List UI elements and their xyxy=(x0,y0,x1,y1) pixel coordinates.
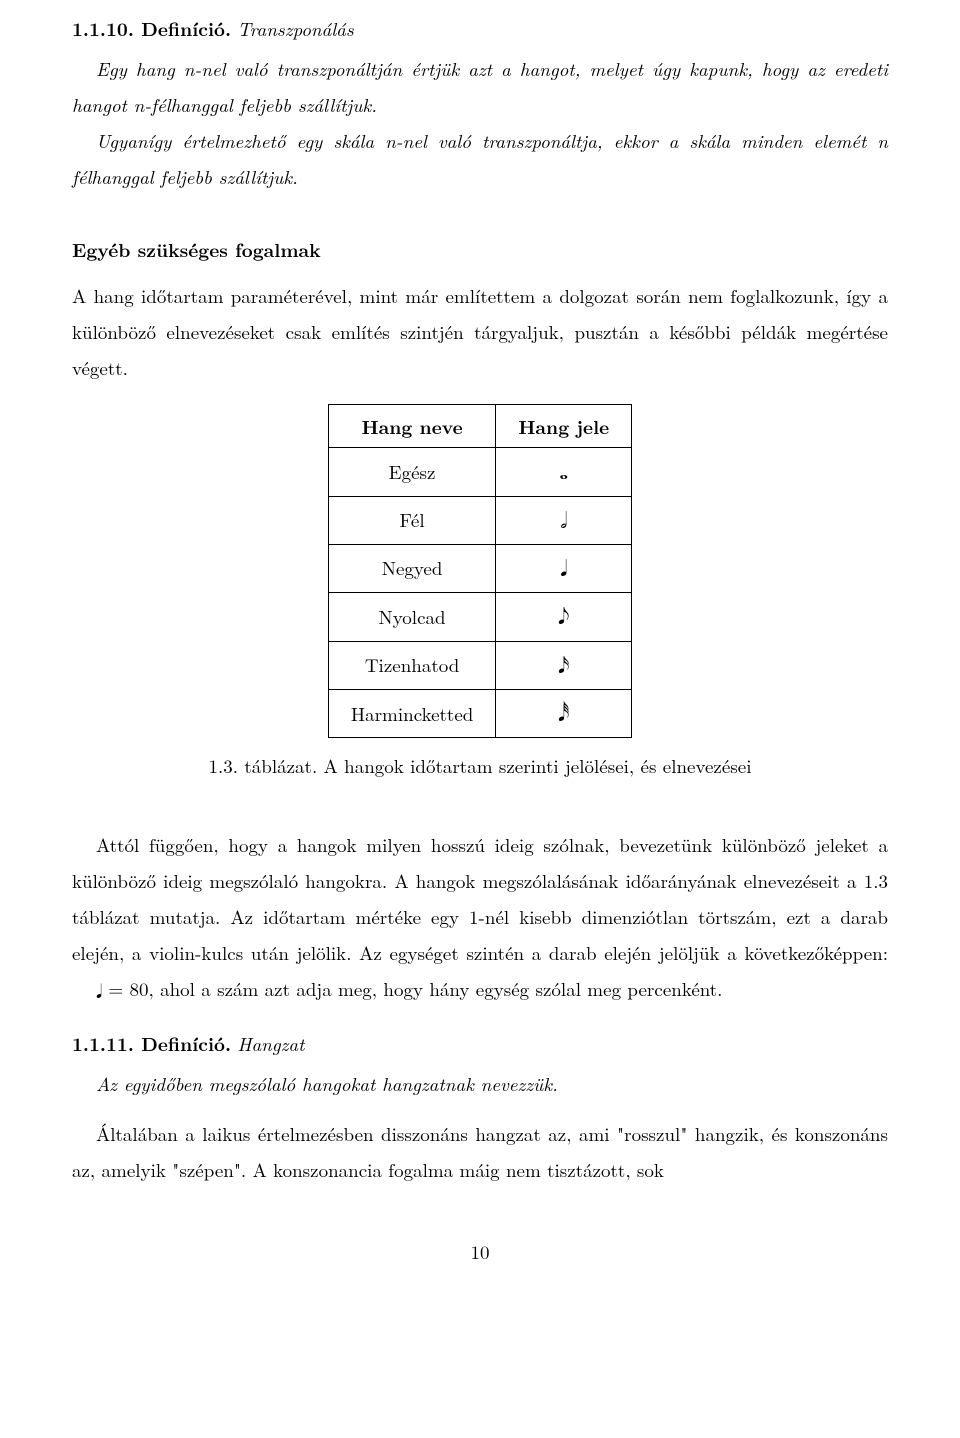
table-row: Negyed 𝅘𝅥 xyxy=(328,544,631,592)
section-block: Egyéb szükséges fogalmak A hang időtarta… xyxy=(72,231,888,385)
table-header-name: Hang neve xyxy=(328,404,496,447)
note-symbol: 𝅘𝅥𝅯 xyxy=(496,641,632,689)
definition-number: 1.1.10. Definíció. xyxy=(72,14,231,42)
note-symbol: 𝅘𝅥𝅰 xyxy=(496,690,632,738)
definition-title: Transzponálás xyxy=(237,15,353,42)
note-name: Harmincketted xyxy=(328,690,496,738)
table-row: Nyolcad 𝅘𝅥𝅮 xyxy=(328,593,631,641)
definition-para: Ugyanígy értelmezhető egy skála n-nel va… xyxy=(72,123,888,195)
note-symbol: 𝅘𝅥𝅮 xyxy=(496,593,632,641)
page-number: 10 xyxy=(72,1234,888,1270)
definition-para: Egy hang n-nel való transzponáltján értj… xyxy=(72,51,888,123)
table-row: Tizenhatod 𝅘𝅥𝅯 xyxy=(328,641,631,689)
table-row: Fél 𝅗𝅥 xyxy=(328,496,631,544)
table-header-symbol: Hang jele xyxy=(496,404,632,447)
definition-para: Az egyidőben megszólaló hangokat hangzat… xyxy=(72,1066,888,1102)
definition-number: 1.1.11. Definíció. xyxy=(72,1029,231,1057)
text-span: = 80, ahol a szám azt adja meg, hogy hán… xyxy=(108,975,722,1002)
note-name: Egész xyxy=(328,448,496,496)
note-symbol: 𝅗𝅥 xyxy=(496,496,632,544)
definition-block: 1.1.10. Definíció. Transzponálás Egy han… xyxy=(72,10,888,195)
body-paragraph: Általában a laikus értelmezésben disszon… xyxy=(72,1116,888,1188)
definition-title: Hangzat xyxy=(237,1030,304,1057)
text-span: Attól függően, hogy a hangok milyen hoss… xyxy=(72,831,888,966)
table-row: Harmincketted 𝅘𝅥𝅰 xyxy=(328,690,631,738)
quarter-note-icon: 𝅘𝅥 xyxy=(72,975,102,1011)
note-name: Nyolcad xyxy=(328,593,496,641)
note-symbol: 𝅝 xyxy=(496,448,632,496)
table-caption: 1.3. táblázat. A hangok időtartam szerin… xyxy=(72,748,888,784)
body-paragraph: A hang időtartam paraméterével, mint már… xyxy=(72,278,888,386)
notes-table: Hang neve Hang jele Egész 𝅝 Fél 𝅗𝅥 Negye… xyxy=(328,404,632,739)
note-name: Fél xyxy=(328,496,496,544)
note-name: Tizenhatod xyxy=(328,641,496,689)
definition-block: 1.1.11. Definíció. Hangzat Az egyidőben … xyxy=(72,1025,888,1102)
note-name: Negyed xyxy=(328,544,496,592)
table-row: Egész 𝅝 xyxy=(328,448,631,496)
section-heading: Egyéb szükséges fogalmak xyxy=(72,231,888,267)
body-paragraph: Attól függően, hogy a hangok milyen hoss… xyxy=(72,827,888,1011)
note-symbol: 𝅘𝅥 xyxy=(496,544,632,592)
